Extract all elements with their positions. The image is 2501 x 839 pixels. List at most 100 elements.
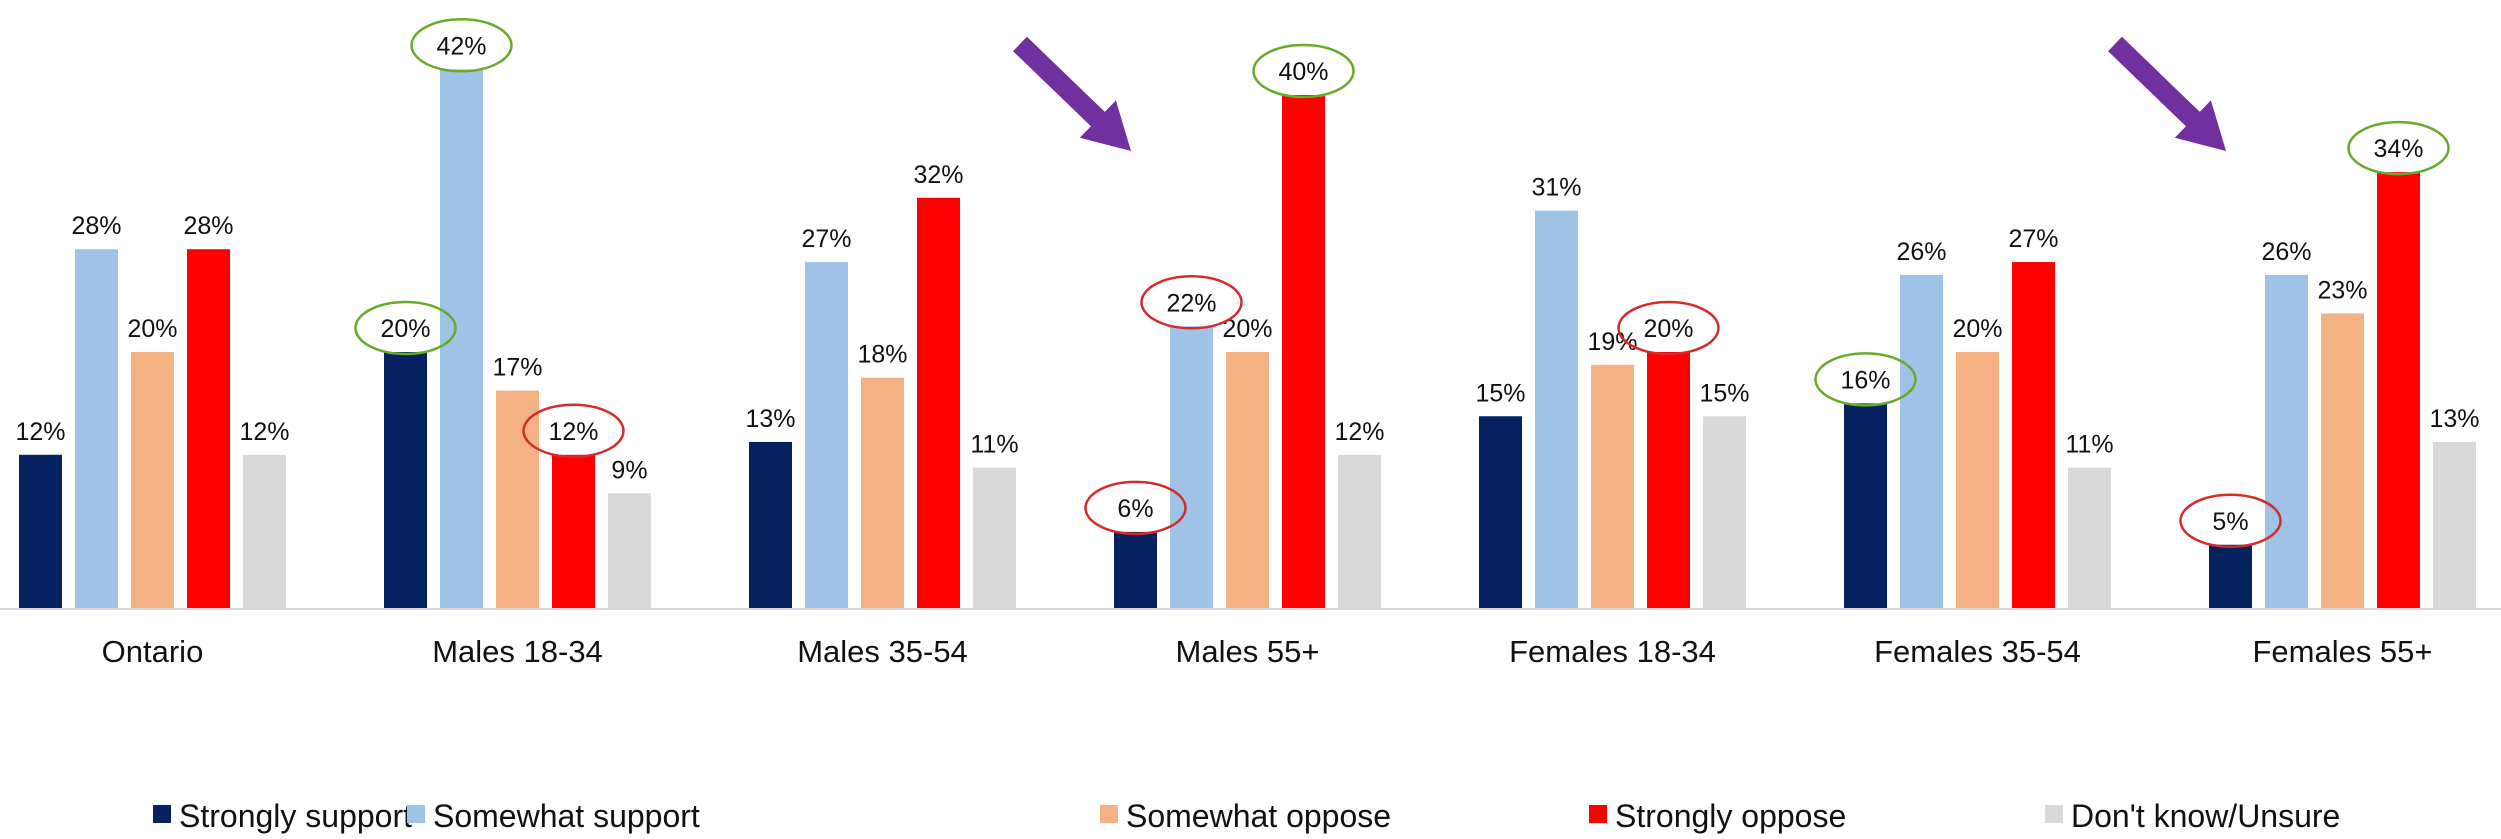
data-label-males-18-34-somewhat-support: 42% xyxy=(436,32,486,60)
arrows xyxy=(1013,36,2226,151)
legend-swatch-don-t-know-unsure xyxy=(2045,805,2063,823)
highlight-ellipse-females-55-strongly-oppose xyxy=(2347,120,2450,176)
data-label-females-18-34-strongly-support: 15% xyxy=(1475,379,1525,407)
data-label-females-18-34-somewhat-support: 31% xyxy=(1531,174,1581,202)
bar-females-18-34-strongly-support xyxy=(1479,416,1522,609)
data-label-females-35-54-somewhat-support: 26% xyxy=(1896,238,1946,266)
data-label-ontario-don-t-know-unsure: 12% xyxy=(239,418,289,446)
data-label-females-55-somewhat-oppose: 23% xyxy=(2317,276,2367,304)
data-label-males-55-strongly-oppose: 40% xyxy=(1278,58,1328,86)
data-label-males-35-54-strongly-oppose: 32% xyxy=(913,161,963,189)
highlight-ellipse-males-55-strongly-oppose xyxy=(1252,43,1355,99)
bars xyxy=(19,69,2476,610)
bar-males-35-54-somewhat-oppose xyxy=(861,377,904,609)
bar-females-35-54-strongly-support xyxy=(1844,403,1887,609)
category-label-females-55: Females 55+ xyxy=(2252,634,2432,669)
bar-females-35-54-strongly-oppose xyxy=(2012,262,2055,609)
category-label-males-35-54: Males 35-54 xyxy=(797,634,968,669)
highlight-ellipse-males-55-strongly-support xyxy=(1084,480,1187,536)
category-label-ontario: Ontario xyxy=(102,634,204,669)
bar-females-55-strongly-oppose xyxy=(2377,172,2420,609)
highlight-ellipse-females-18-34-strongly-oppose xyxy=(1617,300,1720,356)
bar-females-35-54-somewhat-support xyxy=(1900,274,1943,609)
bar-ontario-strongly-support xyxy=(19,454,62,609)
highlight-ellipse-males-18-34-somewhat-support xyxy=(410,18,513,73)
bar-males-18-34-strongly-support xyxy=(384,352,427,609)
data-label-males-55-strongly-support: 6% xyxy=(1117,495,1153,523)
category-label-males-55: Males 55+ xyxy=(1176,634,1320,669)
bar-males-35-54-strongly-oppose xyxy=(917,197,960,610)
data-label-females-18-34-strongly-oppose: 20% xyxy=(1643,315,1693,343)
data-label-females-18-34-don-t-know-unsure: 15% xyxy=(1699,379,1749,407)
legend-label-strongly-oppose: Strongly oppose xyxy=(1615,798,1846,834)
legend-swatch-strongly-oppose xyxy=(1589,805,1607,823)
legend-label-strongly-support: Strongly support xyxy=(179,798,412,834)
bar-females-18-34-somewhat-support xyxy=(1535,210,1578,609)
data-label-males-35-54-strongly-support: 13% xyxy=(745,405,795,433)
bar-females-35-54-don-t-know-unsure xyxy=(2068,467,2111,609)
highlight-ellipse-males-18-34-strongly-oppose xyxy=(522,403,625,459)
category-label-females-35-54: Females 35-54 xyxy=(1874,634,2081,669)
legend-label-somewhat-support: Somewhat support xyxy=(433,798,700,834)
highlight-ellipse-males-55-somewhat-support xyxy=(1140,275,1243,330)
data-label-males-35-54-somewhat-support: 27% xyxy=(801,225,851,253)
bar-males-18-34-strongly-oppose xyxy=(552,454,595,609)
bar-ontario-don-t-know-unsure xyxy=(243,454,286,609)
highlight-ellipse-females-55-strongly-support xyxy=(2179,493,2282,548)
bar-ontario-somewhat-support xyxy=(75,249,118,609)
legend-swatch-somewhat-support xyxy=(407,805,425,823)
legend-label-somewhat-oppose: Somewhat oppose xyxy=(1126,798,1391,834)
data-label-females-55-don-t-know-unsure: 13% xyxy=(2429,405,2479,433)
data-label-ontario-somewhat-oppose: 20% xyxy=(127,315,177,343)
bar-females-18-34-don-t-know-unsure xyxy=(1703,416,1746,609)
legend: Strongly support Somewhat support Somewhat… xyxy=(153,798,2340,834)
legend-swatch-somewhat-oppose xyxy=(1100,805,1118,823)
arrow-females-55 xyxy=(2108,36,2226,151)
bar-females-55-somewhat-support xyxy=(2265,274,2308,609)
bar-ontario-somewhat-oppose xyxy=(131,352,174,609)
legend-label-don-t-know-unsure: Don't know/Unsure xyxy=(2071,798,2340,834)
legend-item-somewhat-support: Somewhat support xyxy=(407,798,700,834)
data-label-males-35-54-somewhat-oppose: 18% xyxy=(857,341,907,369)
data-label-females-18-34-somewhat-oppose: 19% xyxy=(1587,328,1637,356)
data-label-males-35-54-don-t-know-unsure: 11% xyxy=(970,431,1018,459)
bar-females-18-34-somewhat-oppose xyxy=(1591,364,1634,609)
bar-females-55-strongly-support xyxy=(2209,544,2252,609)
data-labels: 12% 28% 20% 28% 12% 20% 42% 17% 12% 9% 13% 27% 18% 32… xyxy=(15,32,2479,535)
bar-females-55-somewhat-oppose xyxy=(2321,313,2364,609)
data-label-females-55-somewhat-support: 26% xyxy=(2261,238,2311,266)
legend-swatch-strongly-support xyxy=(153,805,171,823)
highlight-ellipse-females-35-54-strongly-support xyxy=(1814,352,1917,407)
bar-females-18-34-strongly-oppose xyxy=(1647,352,1690,609)
bar-males-35-54-don-t-know-unsure xyxy=(973,467,1016,609)
bar-males-35-54-somewhat-support xyxy=(805,262,848,609)
bar-males-18-34-somewhat-oppose xyxy=(496,390,539,609)
legend-item-strongly-oppose: Strongly oppose xyxy=(1589,798,1846,834)
legend-item-don-t-know-unsure: Don't know/Unsure xyxy=(2045,798,2340,834)
bar-males-55-don-t-know-unsure xyxy=(1338,454,1381,609)
bar-males-55-somewhat-support xyxy=(1170,326,1213,609)
data-label-males-18-34-strongly-support: 20% xyxy=(380,315,430,343)
bar-females-55-don-t-know-unsure xyxy=(2433,441,2476,609)
data-label-females-35-54-don-t-know-unsure: 11% xyxy=(2065,431,2113,459)
category-axis: Ontario Males 18-34 Males 35-54 Males 55+ Fe… xyxy=(102,634,2433,669)
data-label-ontario-strongly-support: 12% xyxy=(15,418,65,446)
data-label-females-35-54-somewhat-oppose: 20% xyxy=(1952,315,2002,343)
data-label-males-18-34-don-t-know-unsure: 9% xyxy=(611,456,647,484)
data-label-males-18-34-strongly-oppose: 12% xyxy=(548,418,598,446)
legend-item-strongly-support: Strongly support xyxy=(153,798,412,834)
data-label-males-55-somewhat-support: 22% xyxy=(1166,289,1216,317)
bar-males-55-strongly-oppose xyxy=(1282,95,1325,609)
data-label-females-55-strongly-support: 5% xyxy=(2212,508,2248,536)
data-label-females-35-54-strongly-support: 16% xyxy=(1840,366,1890,394)
bar-ontario-strongly-oppose xyxy=(187,249,230,609)
bar-males-18-34-don-t-know-unsure xyxy=(608,493,651,609)
data-label-ontario-somewhat-support: 28% xyxy=(71,212,121,240)
category-label-males-18-34: Males 18-34 xyxy=(432,634,603,669)
category-label-females-18-34: Females 18-34 xyxy=(1509,634,1716,669)
bar-males-55-strongly-support xyxy=(1114,531,1157,609)
arrow-males-55 xyxy=(1013,36,1131,151)
data-label-males-18-34-somewhat-oppose: 17% xyxy=(492,354,542,382)
legend-item-somewhat-oppose: Somewhat oppose xyxy=(1100,798,1391,834)
